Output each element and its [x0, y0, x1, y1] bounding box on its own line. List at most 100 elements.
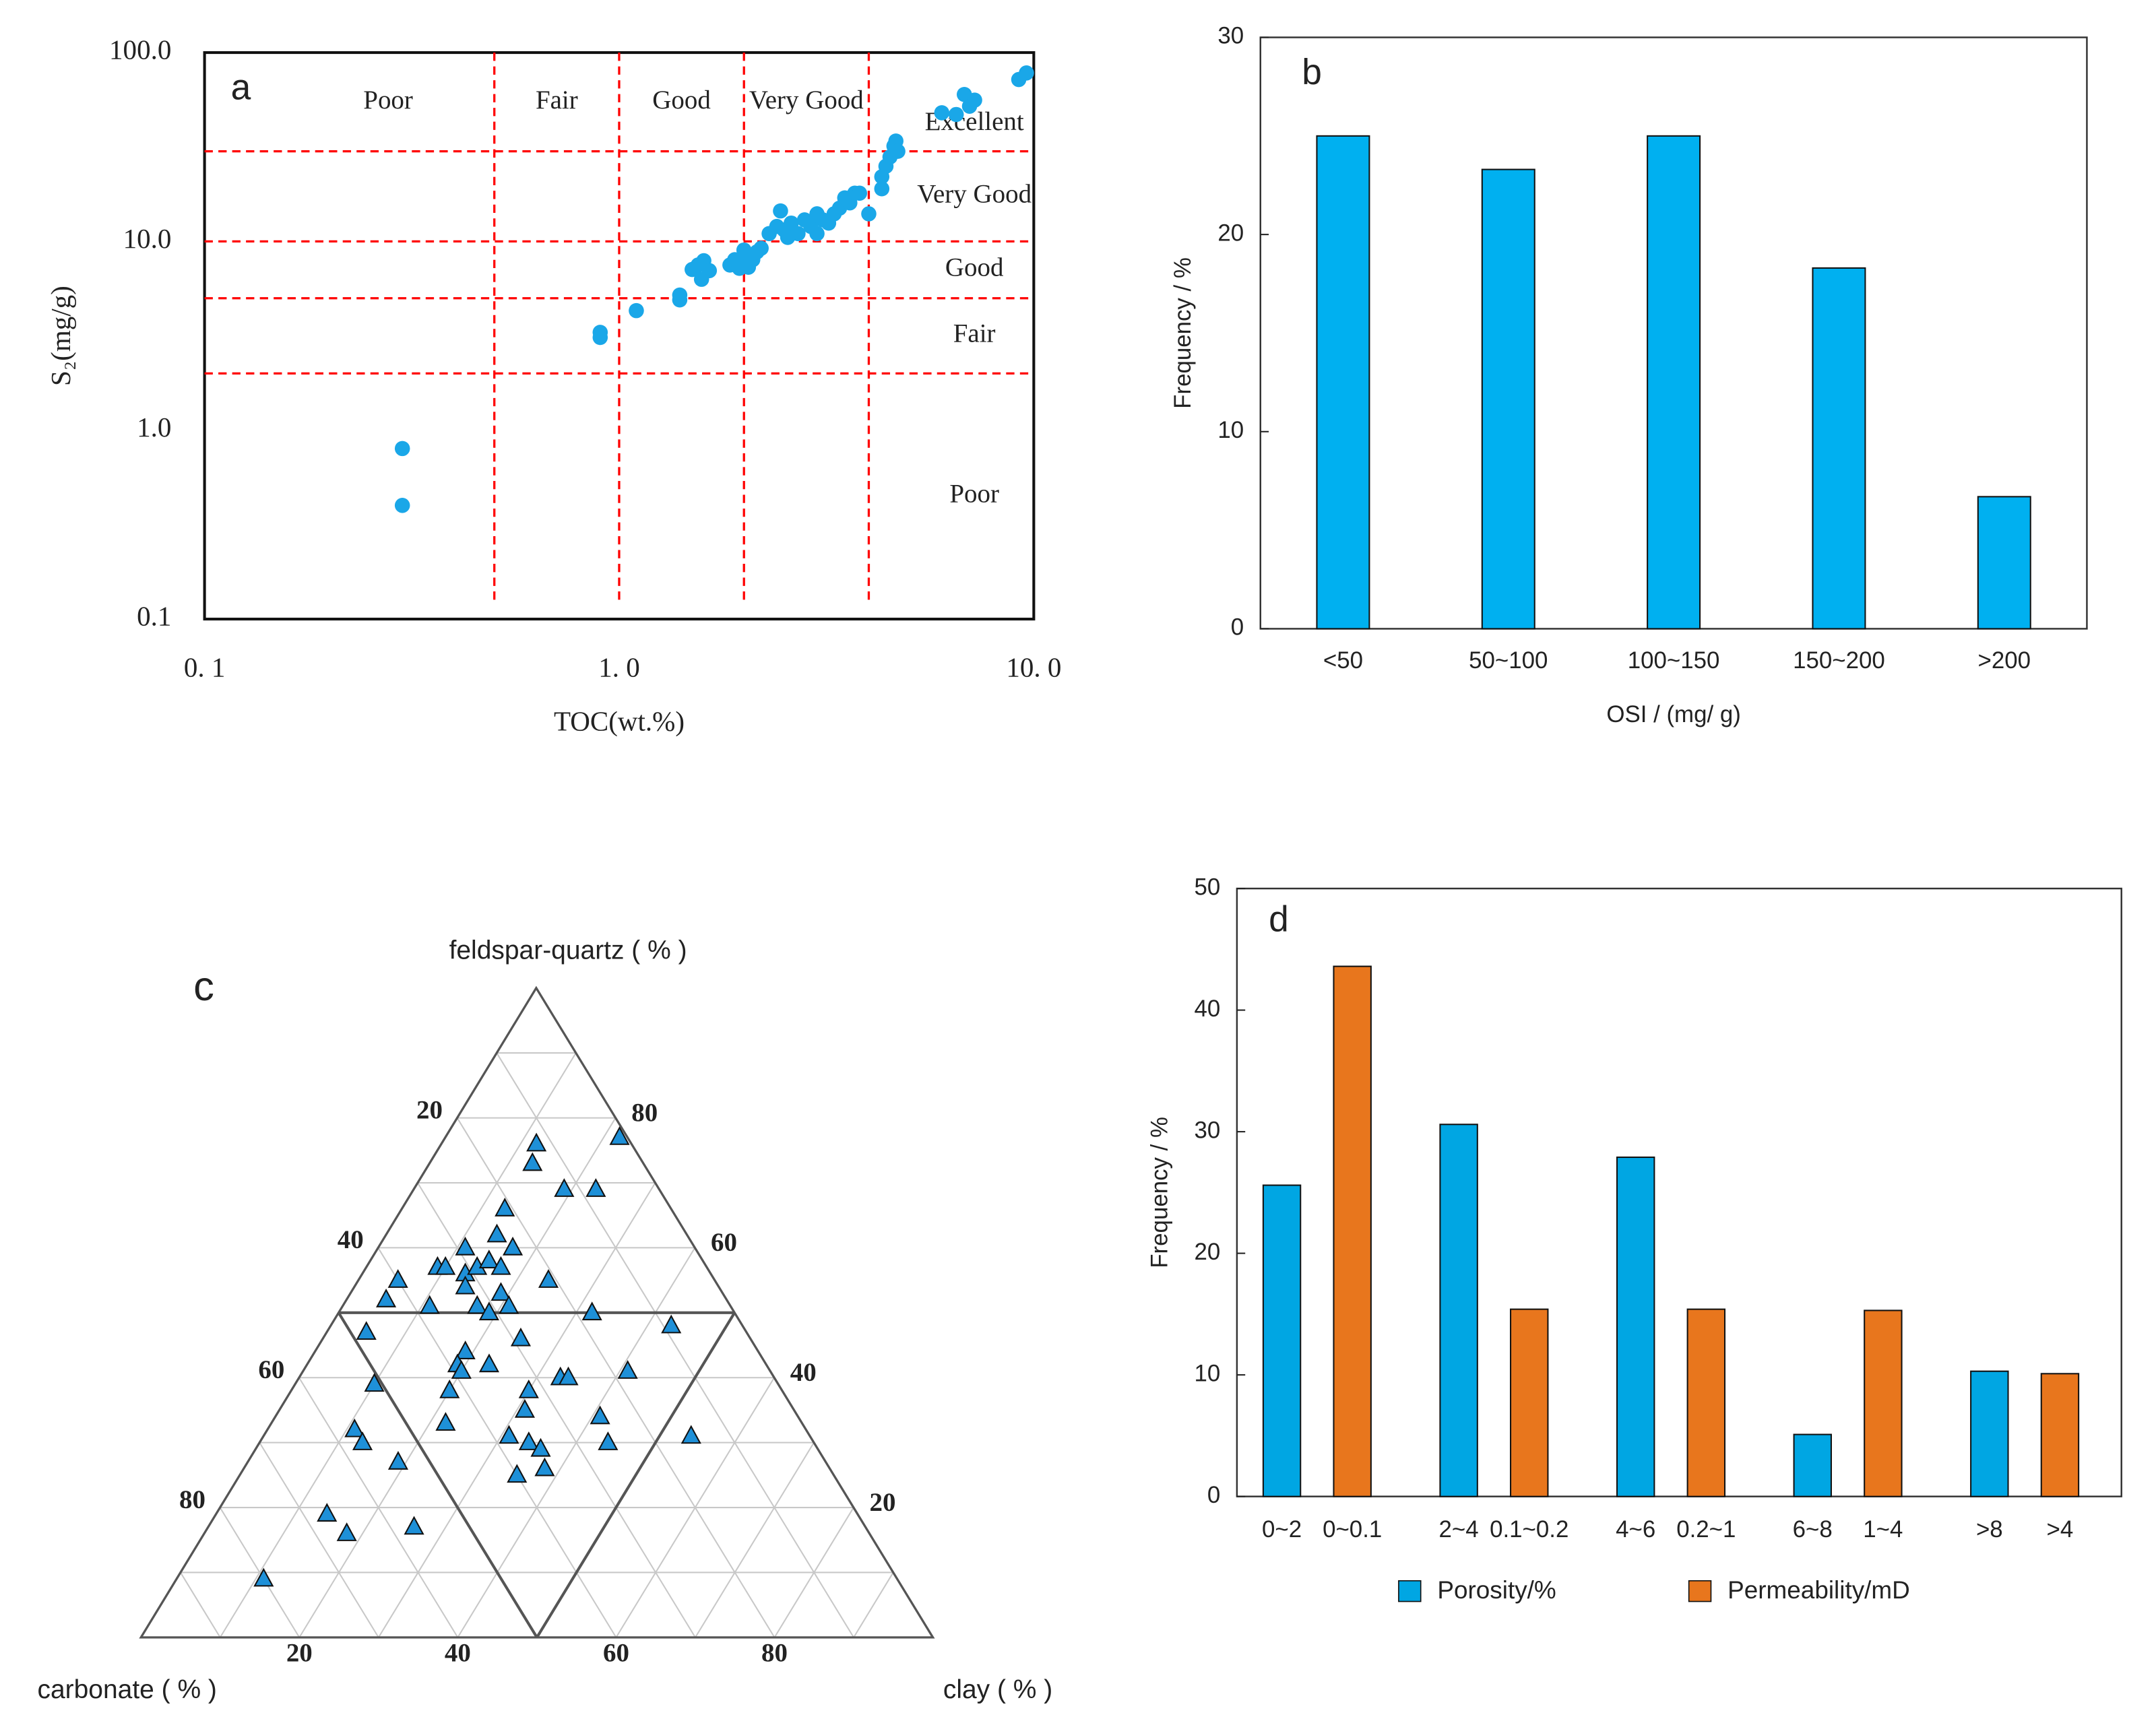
- data-point: [394, 441, 410, 457]
- y-tick-label: 20: [1217, 220, 1244, 246]
- data-point: [590, 1405, 610, 1425]
- bar: [1316, 135, 1370, 630]
- data-point: [753, 240, 769, 256]
- y-tick-label: 1.0: [137, 412, 171, 443]
- region-label: Poor: [949, 480, 999, 509]
- x-tick-label: >4: [2047, 1516, 2074, 1543]
- grid-line: [695, 1442, 815, 1638]
- data-point: [317, 1503, 338, 1522]
- legend-swatch: [1398, 1580, 1422, 1602]
- x-tick-label: 0.1~0.2: [1490, 1516, 1568, 1543]
- y-tick-label: 0.1: [137, 600, 171, 631]
- panel-label: c: [193, 963, 214, 1010]
- data-point: [404, 1516, 424, 1535]
- tick-label: 40: [445, 1638, 471, 1667]
- bar: [1481, 168, 1535, 630]
- region-label: Very Good: [749, 86, 864, 115]
- bar: [1510, 1308, 1549, 1497]
- x-axis-label: TOC(wt.%): [554, 705, 685, 736]
- region-label: Good: [945, 253, 1004, 282]
- data-point: [467, 1295, 488, 1314]
- bar: [1977, 496, 2031, 630]
- data-point: [661, 1314, 682, 1334]
- data-point: [387, 1451, 409, 1470]
- grid-line: [773, 1507, 854, 1638]
- legend-label: Porosity/%: [1437, 1576, 1556, 1604]
- data-point: [499, 1295, 519, 1314]
- data-point: [495, 1198, 515, 1217]
- legend-label: Permeability/mD: [1727, 1576, 1910, 1604]
- data-point: [419, 1295, 440, 1314]
- data-point: [455, 1275, 476, 1295]
- data-point: [344, 1418, 365, 1437]
- data-point: [554, 1178, 575, 1197]
- data-point: [455, 1340, 476, 1359]
- x-tick-label: 0.2~1: [1676, 1516, 1736, 1543]
- data-point: [499, 1425, 519, 1444]
- x-tick-label: 1~4: [1863, 1516, 1903, 1543]
- data-point: [874, 181, 890, 197]
- data-point: [364, 1373, 385, 1392]
- x-tick-label: 2~4: [1439, 1516, 1479, 1543]
- grid-line: [496, 1052, 854, 1638]
- x-tick-label: 6~8: [1793, 1516, 1833, 1543]
- grid-line: [377, 1182, 656, 1638]
- panel-label: a: [231, 68, 251, 108]
- data-point: [617, 1360, 638, 1379]
- x-tick-label: 0. 1: [184, 651, 226, 682]
- tick-label: 20: [416, 1095, 443, 1124]
- data-point: [336, 1522, 357, 1541]
- bar: [1333, 965, 1372, 1497]
- region-label: Fair: [953, 319, 996, 348]
- data-point: [507, 1464, 528, 1483]
- y-axis-label: Frequency / %: [1146, 1117, 1172, 1268]
- tick-label: 40: [790, 1358, 817, 1387]
- bar: [1262, 1184, 1302, 1497]
- data-point: [486, 1223, 507, 1243]
- data-point: [861, 206, 877, 222]
- data-point: [514, 1398, 535, 1418]
- data-point: [773, 203, 788, 219]
- data-point: [530, 1437, 551, 1457]
- data-point: [852, 185, 868, 201]
- tick-label: 60: [711, 1228, 737, 1257]
- panel-label: d: [1269, 899, 1289, 939]
- grid-line: [219, 1507, 300, 1638]
- data-point: [376, 1289, 397, 1307]
- data-point: [394, 498, 410, 513]
- data-point: [736, 242, 752, 258]
- y-axis-label: S₂(mg/g): [45, 286, 76, 386]
- region-boundary: [337, 1311, 538, 1638]
- y-tick-label: 40: [1195, 996, 1221, 1022]
- data-point: [934, 105, 950, 121]
- x-tick-label: 0~0.1: [1323, 1516, 1382, 1543]
- data-point: [609, 1126, 630, 1145]
- data-point: [526, 1132, 547, 1152]
- x-tick-label: <50: [1323, 647, 1363, 674]
- region-label: Good: [652, 86, 711, 115]
- tick-label: 20: [869, 1488, 895, 1517]
- data-point: [435, 1412, 456, 1431]
- data-point: [451, 1360, 472, 1379]
- data-point: [253, 1567, 274, 1587]
- data-point: [478, 1353, 500, 1373]
- bar: [1793, 1433, 1832, 1497]
- x-tick-label: 10. 0: [1006, 651, 1061, 682]
- y-tick-label: 30: [1217, 23, 1244, 49]
- x-tick-label: >8: [1976, 1516, 2003, 1543]
- y-tick-label: 0: [1231, 614, 1244, 641]
- bar: [1970, 1370, 2009, 1497]
- data-point: [352, 1431, 373, 1450]
- x-tick-label: 50~100: [1469, 647, 1548, 674]
- grid-line: [615, 1377, 775, 1638]
- data-point: [629, 302, 644, 319]
- bar: [1616, 1156, 1655, 1497]
- tick-label: 60: [258, 1355, 284, 1384]
- bar: [1812, 267, 1866, 630]
- data-point: [809, 226, 825, 242]
- x-tick-label: 1. 0: [598, 651, 640, 682]
- bar: [2040, 1373, 2080, 1497]
- region-label: Poor: [363, 86, 413, 115]
- data-point: [522, 1152, 543, 1171]
- x-tick-label: 150~200: [1793, 647, 1885, 674]
